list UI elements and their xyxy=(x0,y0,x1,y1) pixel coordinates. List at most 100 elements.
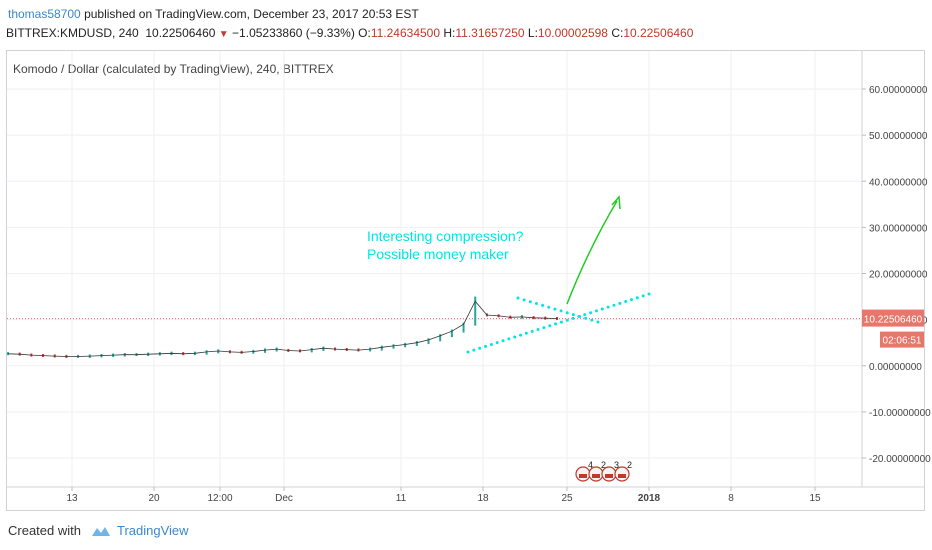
arrow-shaft xyxy=(566,200,618,305)
resistance-trendline-dot xyxy=(571,313,575,317)
support-trendline-dot xyxy=(635,296,639,300)
y-tick-label: 60.00000000 xyxy=(869,85,928,96)
annotation-line-1: Interesting compression? xyxy=(367,228,524,244)
down-arrow-icon: ▼ xyxy=(218,29,229,40)
close-value: 10.22506460 xyxy=(623,26,694,40)
high-value: 11.31657250 xyxy=(455,26,525,40)
support-trendline-dot xyxy=(513,335,517,339)
event-count: 3 xyxy=(614,460,619,470)
x-tick-label: 18 xyxy=(477,493,489,504)
resistance-trendline-dot xyxy=(534,302,538,306)
resistance-trendline-dot xyxy=(578,314,582,318)
support-trendline-dot xyxy=(478,346,482,350)
resistance-trendline-dot xyxy=(528,300,532,304)
resistance-trendline-dot xyxy=(565,311,569,315)
resistance-trendline-dot xyxy=(541,303,545,307)
close-label: C: xyxy=(611,26,624,40)
event-count: 2 xyxy=(627,460,632,470)
resistance-trendline-dot xyxy=(559,309,563,313)
open-label: O: xyxy=(358,26,371,40)
y-tick-label: 50.00000000 xyxy=(869,131,928,142)
annotation-line-2: Possible money maker xyxy=(367,246,509,262)
event-count: 2 xyxy=(601,460,606,470)
x-tick-label: Dec xyxy=(275,493,293,504)
x-tick-label: 15 xyxy=(809,493,821,504)
x-tick-label: 13 xyxy=(66,493,78,504)
x-tick-label: 2018 xyxy=(638,493,661,504)
symbol-label: BITTREX:KMDUSD, 240 xyxy=(6,26,139,40)
x-tick-label: 12:00 xyxy=(207,493,232,504)
support-trendline-dot xyxy=(536,328,540,332)
y-tick-label: 40.00000000 xyxy=(869,177,928,188)
support-trendline-dot xyxy=(484,344,488,348)
chart-title: Komodo / Dollar (calculated by TradingVi… xyxy=(13,62,334,76)
open-value: 11.24634500 xyxy=(370,26,441,40)
resistance-trendline-dot xyxy=(522,298,526,302)
price-change: −1.05233860 (−9.33%) xyxy=(232,26,355,40)
tradingview-link[interactable]: TradingView xyxy=(116,523,189,538)
event-count: 4 xyxy=(588,460,593,470)
resistance-trendline-dot xyxy=(596,320,600,324)
support-trendline-dot xyxy=(466,350,470,354)
triangle-trendlines xyxy=(466,292,651,354)
x-tick-label: 8 xyxy=(728,493,734,504)
support-trendline-dot xyxy=(612,303,616,307)
x-axis: 13 20 12:00 Dec 11 18 25 2018 8 15 xyxy=(7,486,924,504)
y-tick-label: -20.00000000 xyxy=(869,454,931,465)
last-price: 10.22506460 xyxy=(145,26,216,40)
support-trendline-dot xyxy=(647,292,651,296)
resistance-trendline-dot xyxy=(590,318,594,322)
resistance-trendline-dot xyxy=(584,316,588,320)
chart-frame[interactable] xyxy=(6,50,925,511)
low-label: L: xyxy=(527,26,538,40)
support-trendline-dot xyxy=(600,307,604,311)
support-trendline-dot xyxy=(548,324,552,328)
support-trendline-dot xyxy=(594,309,598,313)
event-flag-stripe xyxy=(605,474,613,478)
high-label: H: xyxy=(443,26,456,40)
x-tick-label: 25 xyxy=(561,493,573,504)
support-trendline-dot xyxy=(472,348,476,352)
support-trendline-dot xyxy=(554,322,558,326)
support-trendline-dot xyxy=(641,294,645,298)
author-link[interactable]: thomas58700 xyxy=(8,7,81,21)
y-tick-label: -10.00000000 xyxy=(869,408,931,419)
support-trendline-dot xyxy=(606,305,610,309)
low-value: 10.00002598 xyxy=(537,26,608,40)
y-tick-label: 20.00000000 xyxy=(869,270,928,281)
support-trendline-dot xyxy=(495,341,499,345)
grid-lines xyxy=(7,51,862,487)
y-tick-label: 30.00000000 xyxy=(869,223,928,234)
y-axis: 60.00000000 50.00000000 40.00000000 30.0000… xyxy=(861,51,931,487)
support-trendline-dot xyxy=(571,316,575,320)
support-trendline-dot xyxy=(624,299,628,303)
event-flag-stripe xyxy=(592,474,600,478)
time-tag-text: 02:06:51 xyxy=(883,336,922,347)
arrow-head xyxy=(611,195,621,210)
support-trendline-dot xyxy=(618,301,622,305)
created-with-label: Created with xyxy=(8,523,81,538)
support-trendline-dot xyxy=(542,326,546,330)
support-trendline-dot xyxy=(583,313,587,317)
price-tag: 10.22506460 xyxy=(862,309,924,327)
support-trendline-dot xyxy=(524,331,528,335)
support-trendline-dot xyxy=(507,337,511,341)
symbol-ohlc-line: BITTREX:KMDUSD, 240 10.22506460 ▼ −1.052… xyxy=(6,26,693,40)
support-trendline-dot xyxy=(530,329,534,333)
price-tag-text: 10.22506460 xyxy=(864,315,923,326)
footer: Created with TradingView xyxy=(8,523,189,538)
support-trendline-dot xyxy=(489,343,493,347)
event-flag-stripe xyxy=(579,474,587,478)
event-flag-stripe xyxy=(618,474,626,478)
tradingview-logo-icon xyxy=(91,526,110,536)
publish-info: thomas58700 published on TradingView.com… xyxy=(8,7,419,21)
support-trendline-dot xyxy=(565,318,569,322)
support-trendline-dot xyxy=(501,339,505,343)
breakout-arrow xyxy=(566,195,621,305)
time-tag: 02:06:51 xyxy=(880,331,924,348)
resistance-trendline-dot xyxy=(553,307,557,311)
price-line xyxy=(7,300,558,357)
price-series xyxy=(7,296,558,358)
